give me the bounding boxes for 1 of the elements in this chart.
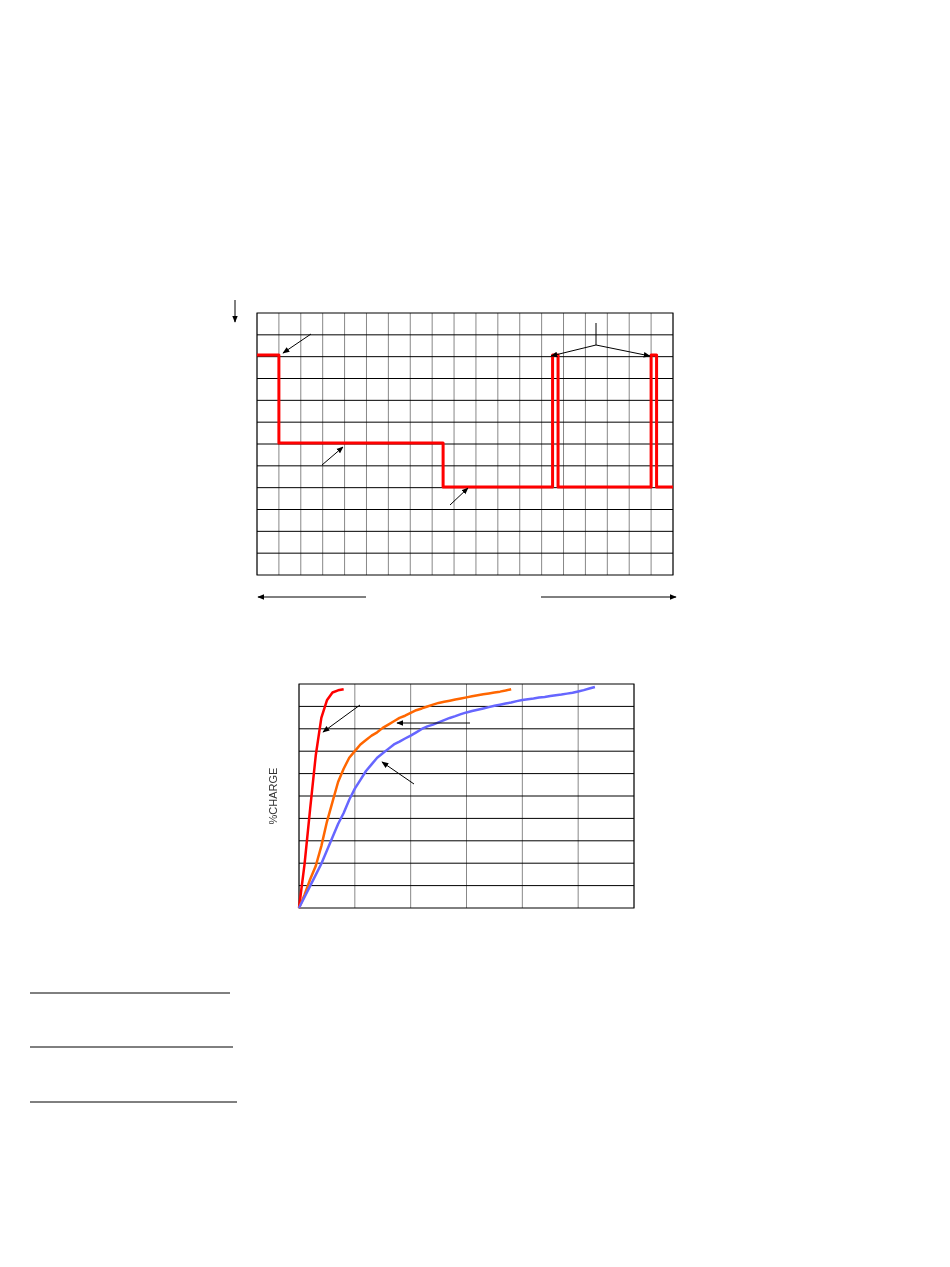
y-axis-title: %CHARGE: [267, 767, 279, 825]
